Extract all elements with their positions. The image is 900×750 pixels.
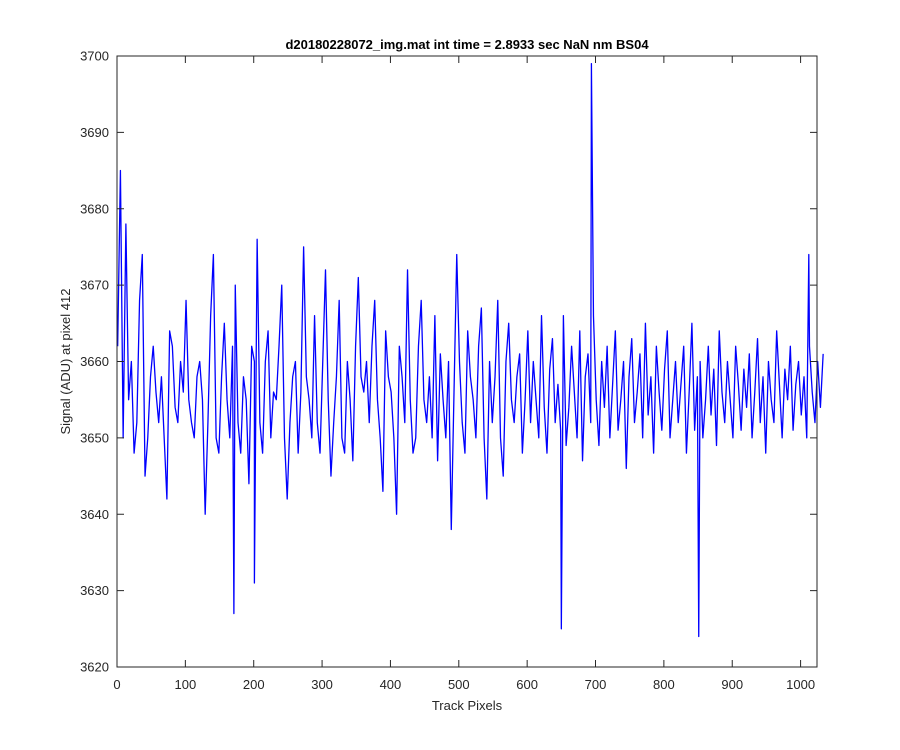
x-tick-label: 400 [380, 677, 402, 692]
y-tick-label: 3620 [80, 660, 109, 675]
series-line [117, 62, 824, 638]
x-axis-label: Track Pixels [432, 698, 503, 713]
y-tick-label: 3650 [80, 430, 109, 445]
x-tick-label: 0 [113, 677, 120, 692]
y-tick-label: 3690 [80, 125, 109, 140]
x-tick-label: 1000 [786, 677, 815, 692]
x-tick-label: 500 [448, 677, 470, 692]
y-tick-label: 3640 [80, 507, 109, 522]
x-tick-label: 700 [585, 677, 607, 692]
chart-title: d20180228072_img.mat int time = 2.8933 s… [285, 37, 649, 52]
y-tick-label: 3630 [80, 583, 109, 598]
x-tick-label: 900 [721, 677, 743, 692]
y-axis: 3620 3630 3640 3650 3660 3670 3680 3690 3700 [80, 49, 817, 675]
x-axis: 0 100 200 300 400 500 600 700 800 900 1000 [113, 56, 815, 692]
x-tick-label: 600 [516, 677, 538, 692]
x-tick-label: 100 [175, 677, 197, 692]
y-tick-label: 3680 [80, 201, 109, 216]
y-tick-label: 3700 [80, 49, 109, 64]
y-tick-label: 3660 [80, 354, 109, 369]
x-tick-label: 300 [311, 677, 333, 692]
y-axis-label: Signal (ADU) at pixel 412 [58, 289, 73, 435]
y-tick-label: 3670 [80, 278, 109, 293]
x-tick-label: 200 [243, 677, 265, 692]
data-layer [117, 62, 824, 638]
x-tick-label: 800 [653, 677, 675, 692]
